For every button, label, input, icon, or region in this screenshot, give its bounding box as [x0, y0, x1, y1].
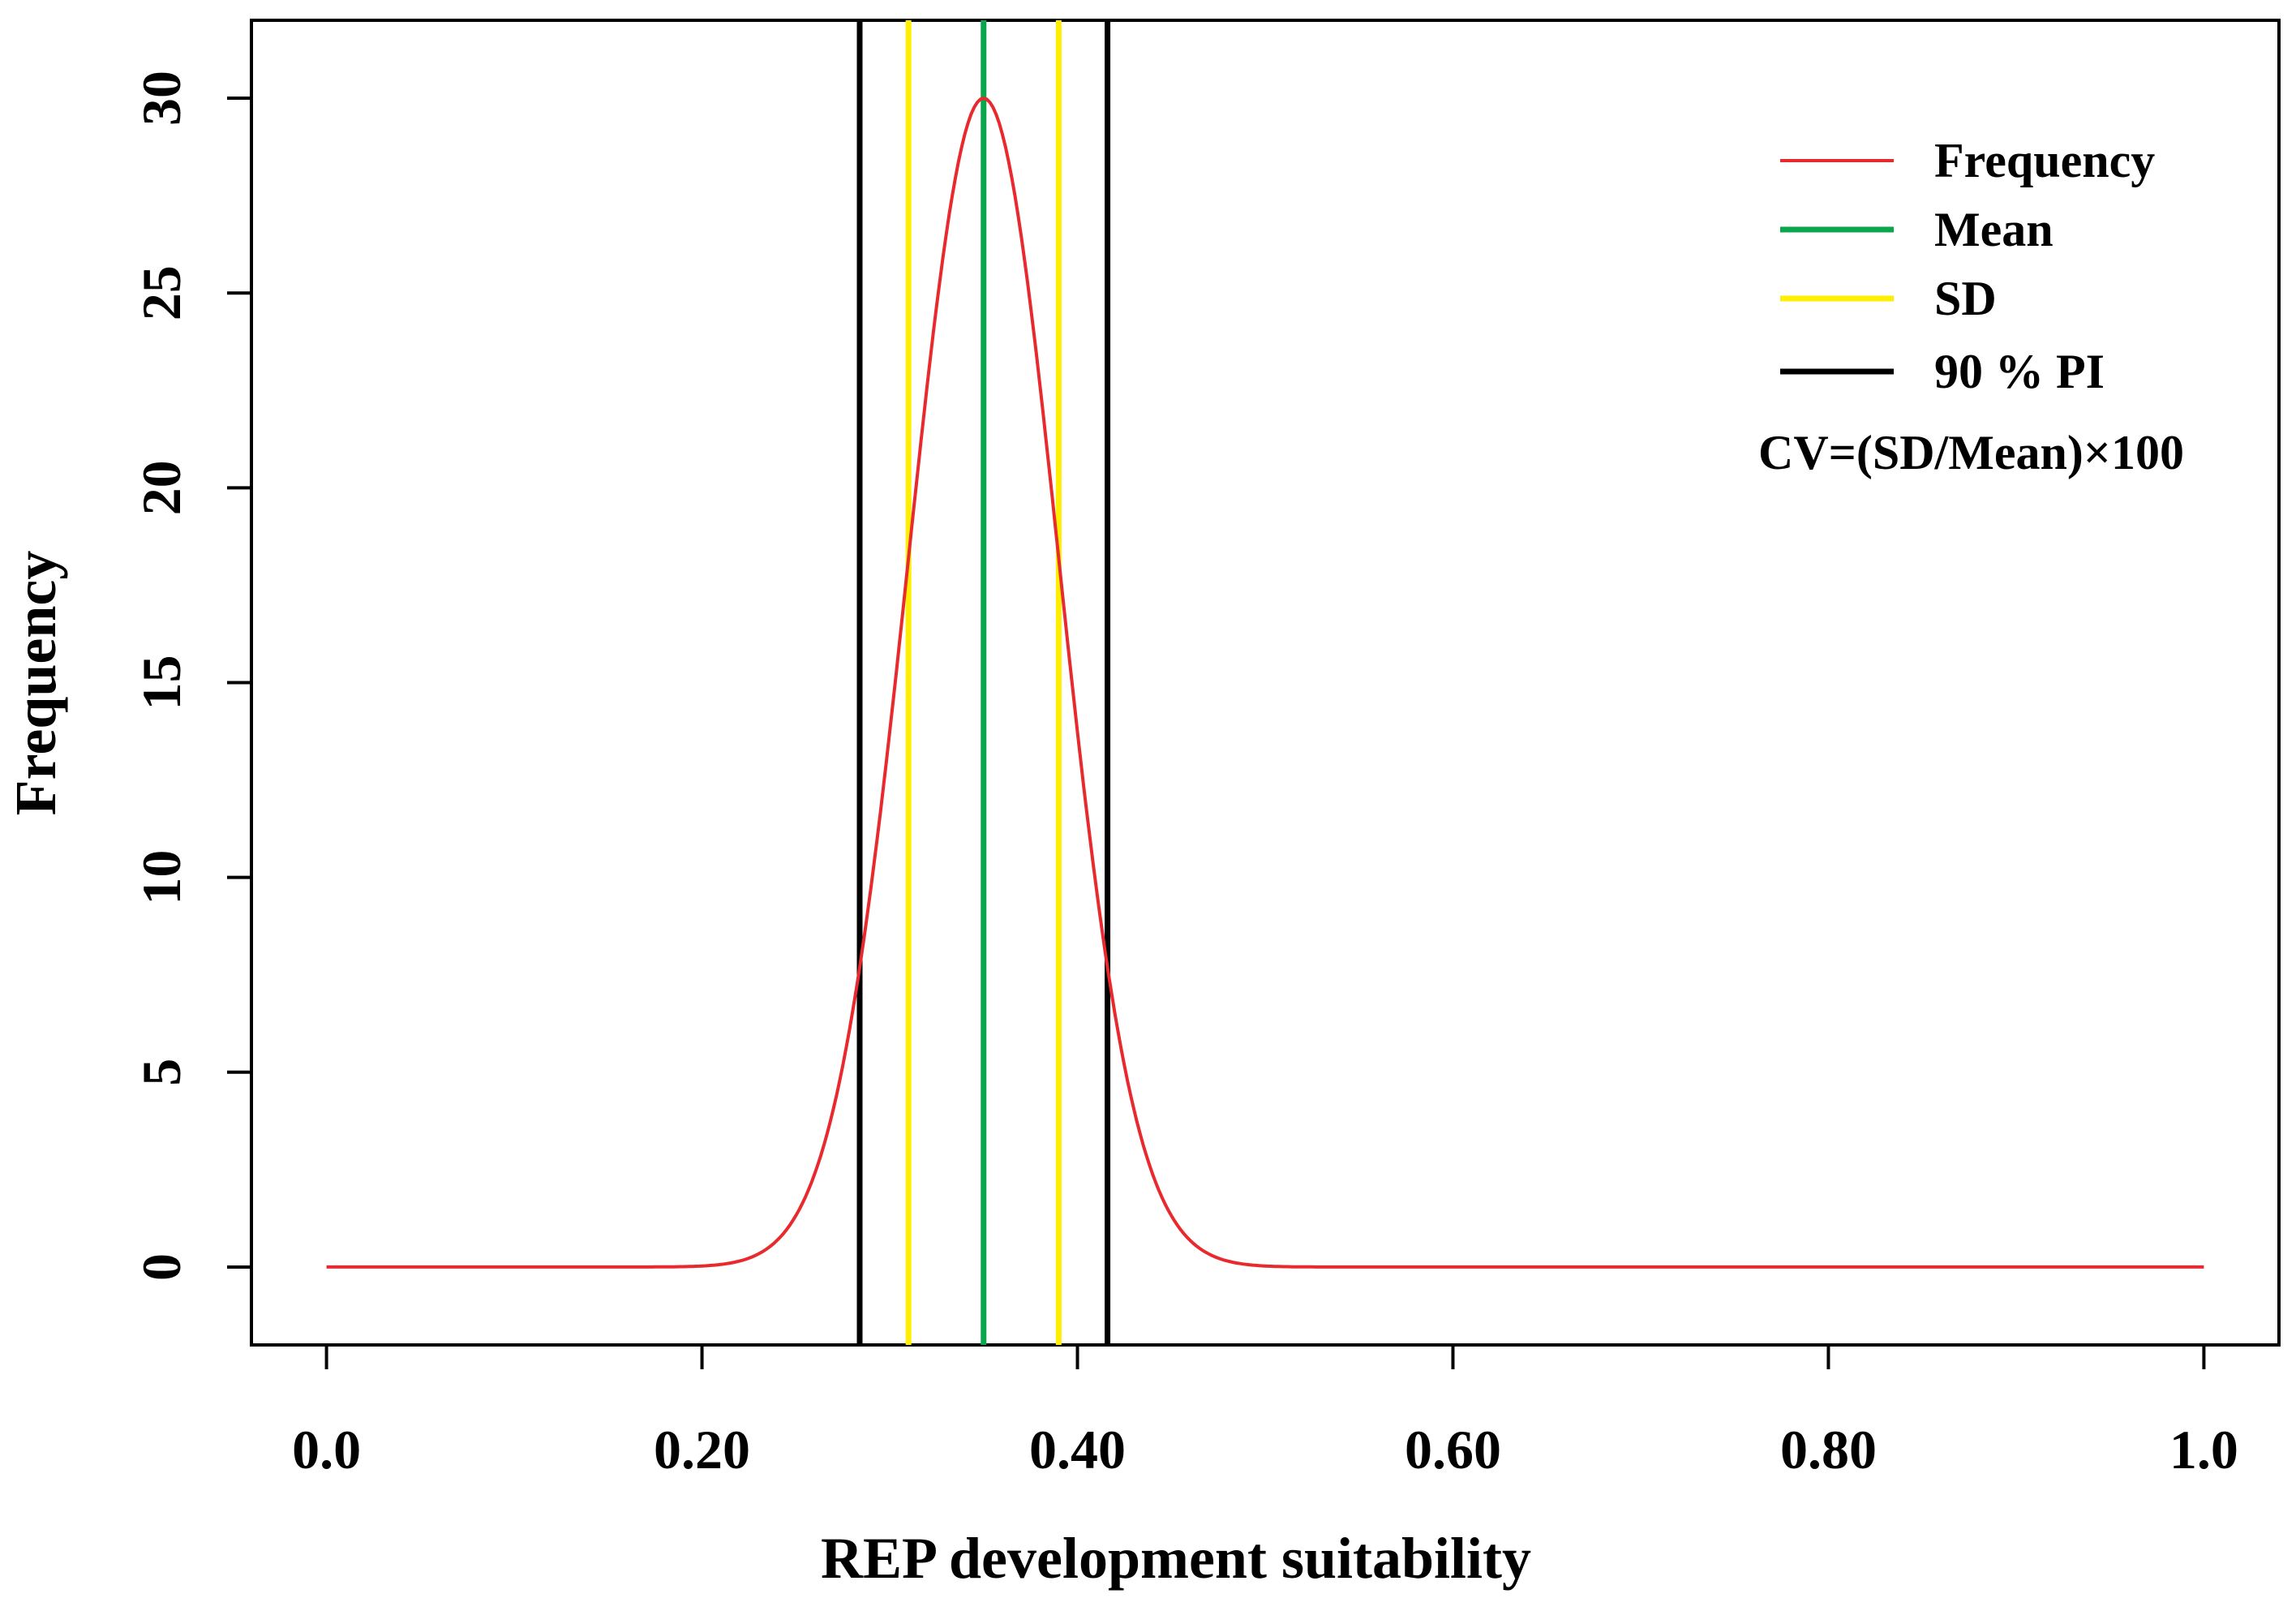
legend-label: Frequency	[1934, 134, 2155, 187]
y-tick-label: 0	[131, 1253, 192, 1281]
x-tick-label: 0.40	[1029, 1419, 1126, 1480]
legend-label: 90 % PI	[1934, 345, 2105, 398]
x-tick-label: 0.60	[1405, 1419, 1501, 1480]
y-tick-label: 20	[131, 460, 192, 515]
y-tick-label: 5	[131, 1059, 192, 1086]
x-axis: 0.0 0.20 0.40 0.60 0.80 1.0	[292, 1345, 2238, 1480]
cv-formula: CV=(SD/Mean)×100	[1758, 426, 2184, 479]
legend-label: SD	[1934, 272, 1997, 325]
y-tick-label: 10	[131, 850, 192, 905]
frequency-curve	[326, 97, 2204, 1269]
x-axis-title: REP development suitability	[821, 1526, 1531, 1591]
y-tick-label: 15	[131, 655, 192, 711]
x-tick-label: 0.20	[654, 1419, 750, 1480]
legend: Frequency Mean SD 90 % PI CV=(SD/Mean)×100	[1758, 134, 2184, 479]
y-axis: 0 5 10 15 20 25 30	[131, 71, 251, 1281]
y-axis-title: Frequency	[3, 551, 68, 816]
legend-label: Mean	[1934, 203, 2054, 256]
x-tick-label: 1.0	[2169, 1419, 2238, 1480]
x-tick-label: 0.80	[1780, 1419, 1877, 1480]
reference-lines	[856, 20, 1111, 1345]
x-tick-label: 0.0	[292, 1419, 361, 1480]
y-tick-label: 30	[131, 71, 192, 126]
y-tick-label: 25	[131, 265, 192, 320]
